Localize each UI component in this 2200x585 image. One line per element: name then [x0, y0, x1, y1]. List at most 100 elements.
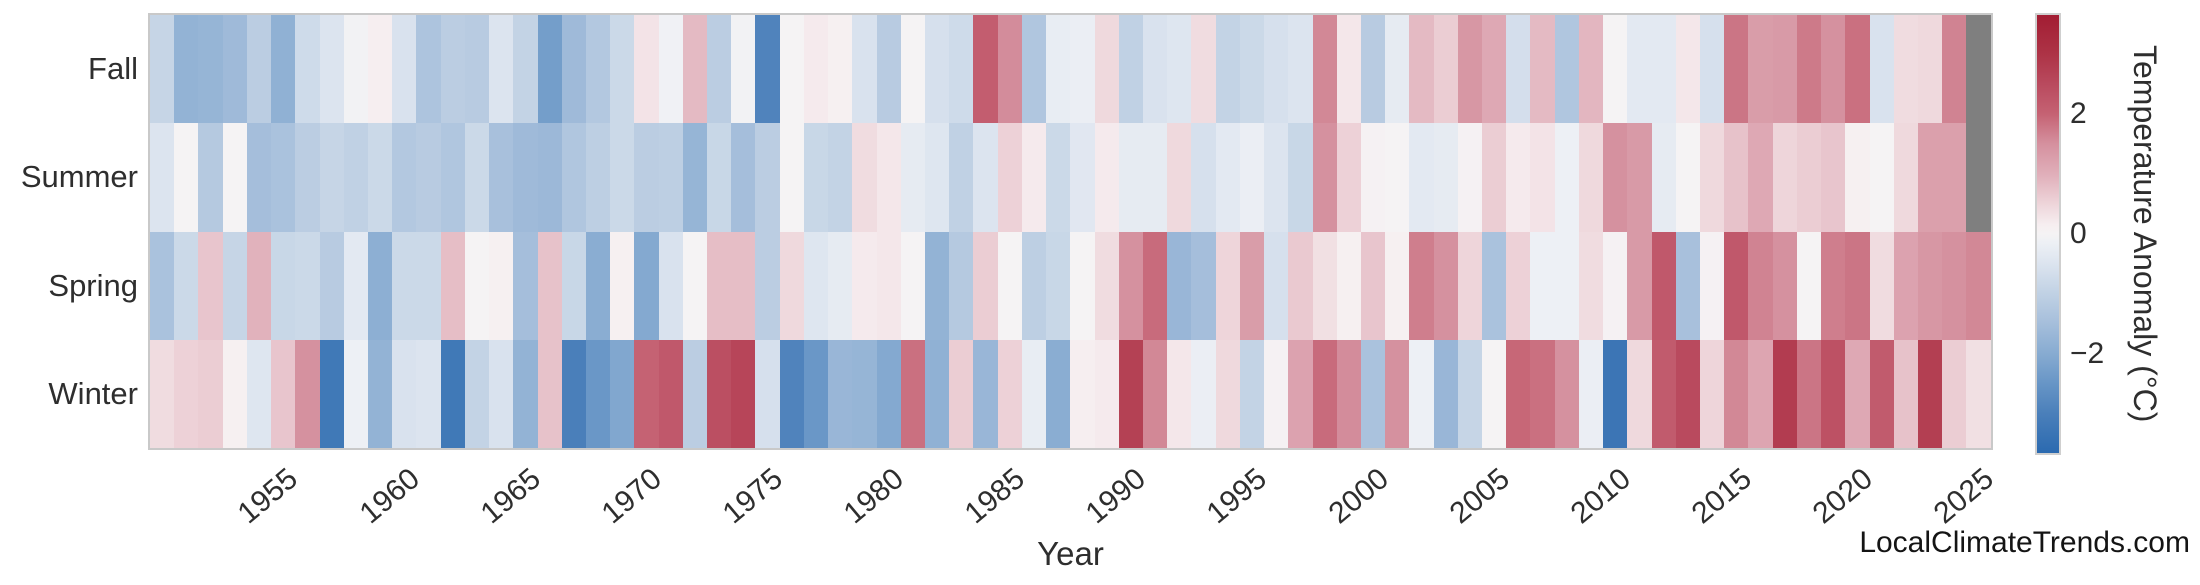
heatmap-cell	[271, 15, 296, 124]
heatmap-cell	[876, 15, 901, 124]
heatmap-cell	[1554, 123, 1579, 232]
heatmap-cell	[1675, 15, 1700, 124]
heatmap-cell	[658, 123, 683, 232]
heatmap-cell	[707, 15, 732, 124]
heatmap-cell	[1239, 231, 1265, 340]
heatmap-cell	[392, 15, 417, 124]
heatmap-cell	[1046, 15, 1071, 124]
heatmap-cell	[1821, 15, 1846, 124]
heatmap-cell	[682, 123, 708, 232]
heatmap-cell	[271, 123, 296, 232]
heatmap-cell	[1578, 123, 1604, 232]
heatmap-cell	[1482, 231, 1507, 340]
heatmap-row-summer	[150, 123, 1991, 232]
heatmap-cell	[1021, 123, 1047, 232]
heatmap-cell	[1336, 123, 1361, 232]
heatmap-cell	[222, 231, 247, 340]
heatmap-cell	[464, 339, 490, 448]
heatmap-cell	[343, 339, 368, 448]
heatmap-cell	[1772, 339, 1797, 448]
x-tick-label: 1955	[232, 462, 305, 531]
heatmap-cell	[319, 339, 344, 448]
heatmap-cell	[1748, 15, 1773, 124]
heatmap-cell	[1700, 123, 1725, 232]
heatmap-cell	[900, 15, 925, 124]
heatmap-cell	[1118, 339, 1143, 448]
heatmap-cell	[537, 123, 562, 232]
heatmap-cell	[925, 15, 950, 124]
heatmap-cell	[489, 15, 514, 124]
heatmap-cell	[1578, 15, 1604, 124]
heatmap-cell	[900, 339, 925, 448]
colorbar-title: Temperature Anomaly (°C)	[2127, 45, 2163, 423]
heatmap-cell	[1336, 15, 1361, 124]
x-tick-label: 1965	[474, 462, 547, 531]
heatmap-cell	[343, 123, 368, 232]
heatmap-cell	[973, 231, 998, 340]
heatmap-cell	[1917, 231, 1943, 340]
heatmap-cell	[1603, 15, 1628, 124]
heatmap-cell	[1482, 123, 1507, 232]
heatmap-cell	[1796, 123, 1822, 232]
heatmap-cell	[731, 123, 756, 232]
heatmap-cell	[1651, 231, 1676, 340]
heatmap-cell	[1530, 123, 1555, 232]
heatmap-cell	[1118, 123, 1143, 232]
heatmap-cell	[779, 339, 804, 448]
heatmap-cell	[658, 339, 683, 448]
heatmap-cell	[925, 231, 950, 340]
heatmap-cell	[1215, 123, 1240, 232]
heatmap-cell	[1094, 339, 1119, 448]
heatmap-cell	[392, 231, 417, 340]
heatmap-cell	[755, 339, 780, 448]
heatmap-cell	[440, 231, 465, 340]
heatmap-cell	[876, 339, 901, 448]
heatmap-cell	[174, 15, 199, 124]
heatmap-cell	[1264, 339, 1289, 448]
heatmap-cell	[561, 123, 586, 232]
heatmap-cell	[440, 123, 465, 232]
heatmap-cell	[707, 231, 732, 340]
heatmap-cell	[1772, 15, 1797, 124]
heatmap-cell	[803, 231, 829, 340]
x-tick-label: 1980	[837, 462, 911, 531]
heatmap-cell	[367, 339, 393, 448]
heatmap-cell	[1917, 15, 1943, 124]
heatmap-cell	[198, 231, 223, 340]
heatmap-cell	[150, 231, 175, 340]
heatmap-cell	[1893, 15, 1918, 124]
heatmap-cell	[1409, 123, 1434, 232]
heatmap-cell	[1821, 123, 1846, 232]
heatmap-cell	[1966, 123, 1991, 232]
heatmap-cell	[150, 15, 175, 124]
heatmap-cell	[1167, 339, 1192, 448]
heatmap-cell	[1385, 15, 1410, 124]
heatmap-cell	[464, 231, 490, 340]
row-label-fall: Fall	[88, 51, 138, 87]
x-tick-label: 1990	[1079, 462, 1153, 531]
heatmap-cell	[1385, 231, 1410, 340]
heatmap-cell	[852, 231, 877, 340]
heatmap-cell	[464, 123, 490, 232]
heatmap-cell	[198, 123, 223, 232]
heatmap-cell	[1651, 123, 1676, 232]
heatmap-cell	[174, 123, 199, 232]
heatmap-cell	[997, 15, 1022, 124]
heatmap-cell	[1336, 231, 1361, 340]
heatmap-cell	[319, 15, 344, 124]
heatmap-cell	[1821, 339, 1846, 448]
heatmap-cell	[1046, 339, 1071, 448]
heatmap-cell	[174, 231, 199, 340]
heatmap-cell	[561, 339, 586, 448]
heatmap-cell	[1385, 339, 1410, 448]
heatmap-cell	[1070, 339, 1095, 448]
heatmap-cell	[682, 15, 708, 124]
heatmap-cell	[1433, 123, 1458, 232]
heatmap-cell	[1772, 231, 1797, 340]
heatmap-cell	[513, 123, 538, 232]
heatmap-cell	[1118, 231, 1143, 340]
heatmap-cell	[1046, 123, 1071, 232]
heatmap-cell	[1627, 123, 1652, 232]
heatmap-cell	[1869, 123, 1894, 232]
heatmap-cell	[1409, 339, 1434, 448]
